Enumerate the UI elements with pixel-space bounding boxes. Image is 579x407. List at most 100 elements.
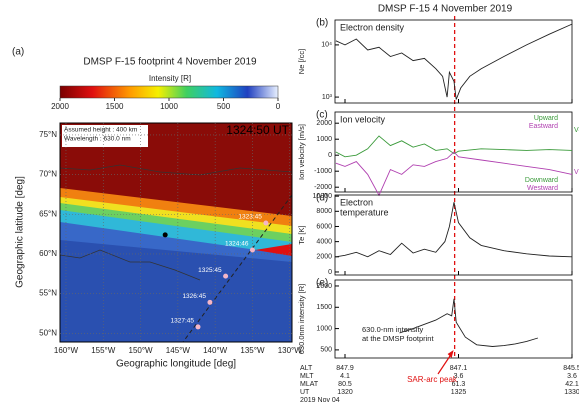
series-name-main: V bbox=[574, 169, 579, 176]
y-tick-label: 55°N bbox=[39, 289, 57, 298]
table-row-label: MLAT bbox=[300, 381, 319, 388]
y-axis-label: Geographic latitude [deg] bbox=[15, 176, 26, 288]
y-tick-label: 6000 bbox=[316, 223, 332, 230]
table-row-label: UT bbox=[300, 389, 310, 396]
x-tick-label: 150°W bbox=[129, 346, 154, 355]
footprint-point bbox=[195, 324, 201, 330]
x-tick-label: 1325 bbox=[451, 389, 467, 396]
legend-entry: Upward bbox=[534, 115, 558, 122]
table-date: 2019 Nov 04 bbox=[300, 397, 340, 404]
panel-frame bbox=[334, 111, 573, 193]
y-tick-label: 1500 bbox=[316, 304, 332, 311]
panel-label: (a) bbox=[12, 47, 24, 58]
legend-entry: Eastward bbox=[529, 123, 558, 130]
panel-label: (d) bbox=[316, 193, 328, 204]
point-label: 1327:45 bbox=[171, 318, 195, 325]
y-tick-label: 2000 bbox=[316, 254, 332, 261]
y-axis-label: Te [K] bbox=[297, 225, 306, 244]
footprint-point bbox=[207, 299, 213, 305]
arrow-head bbox=[447, 350, 454, 358]
point-label: 1326:45 bbox=[182, 293, 206, 300]
data-line bbox=[399, 298, 539, 347]
point-label: 1324:46 bbox=[225, 241, 249, 248]
panel-subtitle: Electron bbox=[340, 197, 373, 207]
panel-subtitle: temperature bbox=[340, 207, 389, 217]
colorbar-tick-label: 1000 bbox=[160, 102, 178, 111]
x-tick-label: 155°W bbox=[91, 346, 116, 355]
footprint-point bbox=[249, 247, 255, 253]
panel-label: (c) bbox=[316, 110, 328, 121]
panel-subtitle: 630.0-nm intensity bbox=[362, 325, 424, 334]
data-line bbox=[335, 202, 573, 258]
series-name: VHS bbox=[574, 169, 579, 176]
annotation: Wavelength : 630.0 nm bbox=[64, 136, 131, 143]
y-tick-label: 0 bbox=[328, 269, 332, 276]
colorbar-tick-label: 500 bbox=[217, 102, 231, 111]
table-cell: 3.6 bbox=[454, 373, 464, 380]
y-tick-label: 2000 bbox=[316, 283, 332, 290]
panel-subtitle: Electron density bbox=[340, 22, 405, 32]
colorbar-tick-label: 1500 bbox=[106, 102, 124, 111]
table-cell: 845.5 bbox=[563, 365, 579, 372]
data-line bbox=[335, 151, 573, 197]
y-tick-label: 65°N bbox=[39, 209, 57, 218]
data-line bbox=[335, 135, 573, 158]
map-image bbox=[60, 123, 292, 342]
table-cell: 61.3 bbox=[452, 381, 466, 388]
table-cell: 42.1 bbox=[565, 381, 579, 388]
y-tick-label: 10⁴ bbox=[321, 42, 332, 49]
x-tick-label: 1320 bbox=[337, 389, 353, 396]
map-frame bbox=[59, 122, 293, 343]
panel-label: (e) bbox=[316, 278, 328, 289]
legend-entry: Downward bbox=[525, 177, 558, 184]
y-tick-label: 500 bbox=[320, 347, 332, 354]
annotation-box bbox=[62, 125, 148, 147]
colorbar-label: Intensity [R] bbox=[149, 74, 191, 83]
panel-subtitle: at the DMSP footprint bbox=[362, 334, 434, 343]
x-tick-label: 135°W bbox=[240, 346, 265, 355]
panel-subtitle: Ion velocity bbox=[340, 114, 386, 124]
table-cell: 847.9 bbox=[336, 365, 354, 372]
table-row-label: MLT bbox=[300, 373, 314, 380]
time-label: 1324:50 UT bbox=[226, 123, 289, 137]
y-tick-label: 75°N bbox=[39, 130, 57, 139]
x-axis-label: Geographic longitude [deg] bbox=[116, 359, 236, 370]
y-tick-label: 60°N bbox=[39, 249, 57, 258]
y-tick-label: 70°N bbox=[39, 170, 57, 179]
map-title: DMSP F-15 footprint 4 November 2019 bbox=[83, 57, 257, 68]
panel-frame bbox=[334, 19, 573, 104]
x-tick-label: 130°W bbox=[278, 346, 303, 355]
point-label: 1323:45 bbox=[238, 214, 262, 221]
y-tick-label: 2000 bbox=[316, 120, 332, 127]
table-cell: 3.6 bbox=[567, 373, 577, 380]
y-tick-label: 10000 bbox=[313, 193, 333, 200]
panel-frame bbox=[334, 194, 573, 276]
footprint-point bbox=[162, 232, 168, 238]
table-cell: 4.1 bbox=[340, 373, 350, 380]
y-tick-label: -1000 bbox=[314, 168, 332, 175]
colorbar bbox=[59, 85, 279, 99]
series-name-main: V bbox=[574, 127, 579, 134]
point-label: 1325:45 bbox=[198, 267, 222, 274]
y-tick-label: 10³ bbox=[322, 94, 333, 101]
colorbar-tick-label: 2000 bbox=[51, 102, 69, 111]
table-cell: 847.1 bbox=[450, 365, 468, 372]
table-cell: 80.5 bbox=[338, 381, 352, 388]
x-tick-label: 140°W bbox=[203, 346, 228, 355]
table-row-label: ALT bbox=[300, 365, 313, 372]
y-axis-label: Ne [/cc] bbox=[297, 49, 306, 74]
panel-frame bbox=[334, 279, 573, 359]
x-tick-label: 1330 bbox=[564, 389, 579, 396]
y-tick-label: -2000 bbox=[314, 184, 332, 191]
y-tick-label: 0 bbox=[328, 152, 332, 159]
footprint-point bbox=[223, 273, 229, 279]
footprint-point bbox=[263, 220, 269, 226]
y-tick-label: 50°N bbox=[39, 328, 57, 337]
panel-label: (b) bbox=[316, 18, 328, 29]
y-axis-label: Ion velocity [m/s] bbox=[297, 124, 306, 180]
annotation: Assumed height : 400 km bbox=[64, 127, 137, 134]
y-tick-label: 4000 bbox=[316, 238, 332, 245]
colorbar-tick-label: 0 bbox=[276, 102, 281, 111]
